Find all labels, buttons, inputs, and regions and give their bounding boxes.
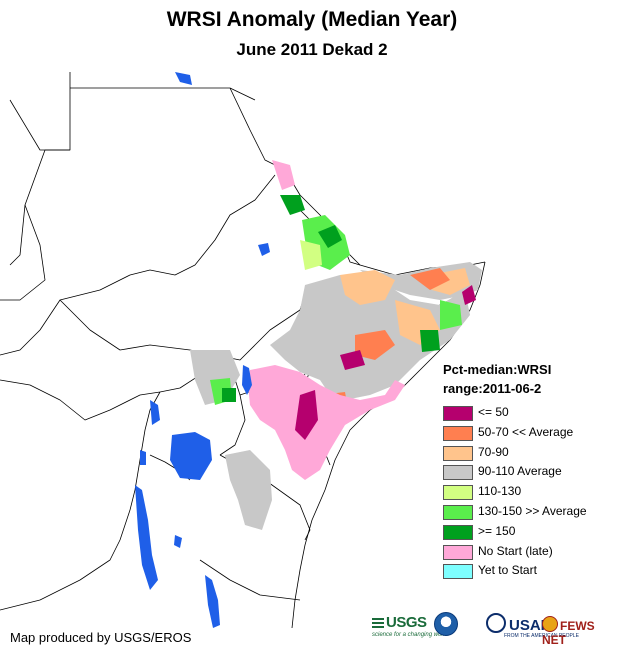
lake-tanganyika (135, 485, 158, 590)
lake-victoria (170, 432, 212, 480)
region-110-130-eritrea (300, 240, 322, 270)
legend-swatch (443, 485, 473, 501)
map-title: WRSI Anomaly (Median Year) (166, 8, 458, 31)
border-tanzania-mozambique (199, 559, 301, 601)
border-sudan-ethiopia (0, 174, 276, 356)
border-egypt-sudan-north (70, 87, 256, 101)
legend-title: Pct-median:WRSI (443, 362, 552, 377)
noaa-icon (434, 612, 458, 636)
region-le50-a (295, 390, 318, 440)
legend-label: 50-70 << Average (478, 424, 574, 439)
lake-malawi (205, 575, 220, 628)
region-ge150-uganda (222, 388, 236, 402)
border-chad-sudan (0, 204, 46, 301)
legend-swatch (443, 564, 473, 580)
fews-sun-icon (542, 616, 558, 632)
legend-label: 70-90 (478, 444, 509, 459)
region-70-90-north (340, 270, 395, 305)
region-ge150-ethiopia (318, 225, 342, 248)
lake-nasser (175, 72, 192, 85)
lake-rukwa (174, 535, 182, 548)
legend-swatch (443, 504, 473, 520)
border-libya-egypt (9, 72, 71, 151)
usgs-bars-icon (372, 616, 384, 628)
region-le50-c (462, 285, 476, 305)
usaid-seal-icon (486, 613, 506, 633)
region-ge150-somalia (420, 330, 440, 352)
wrsi-regions (190, 160, 482, 530)
lake-kivu (140, 450, 146, 465)
legend-swatch (443, 544, 473, 560)
region-50-70-b (355, 330, 395, 360)
legend-label: >= 150 (478, 523, 516, 538)
lake-tana (258, 243, 270, 256)
water-bodies (135, 72, 270, 628)
legend-label: Yet to Start (478, 563, 537, 578)
region-no-start (248, 365, 405, 480)
border-tanzania-zambia (0, 509, 131, 611)
border-car (0, 359, 216, 421)
logo-strip: USGS science for a changing world USAID … (372, 612, 620, 647)
map-subtitle: June 2011 Dekad 2 (236, 40, 388, 59)
region-50-70-a (410, 268, 450, 290)
usaid-tagline: FROM THE AMERICAN PEOPLE (504, 633, 579, 639)
usgs-logo: USGS (372, 614, 427, 631)
usgs-tagline: science for a changing world (372, 632, 449, 638)
legend-label: No Start (late) (478, 543, 553, 558)
legend-swatch (443, 425, 473, 441)
legend-label: <= 50 (478, 405, 509, 419)
lake-turkana (242, 365, 252, 395)
legend-swatch (443, 445, 473, 461)
map-credit: Map produced by USGS/EROS (10, 630, 192, 645)
lake-albert (150, 400, 160, 425)
region-no-start-eritrea (272, 160, 295, 190)
legend-swatch (443, 524, 473, 540)
legend-range: range:2011-06-2 (443, 381, 542, 396)
border-south-sudan (59, 294, 306, 361)
legend-swatch (443, 406, 473, 421)
map-canvas (0, 72, 486, 629)
legend-label: 110-130 (478, 484, 522, 499)
legend-label: 130-150 >> Average (478, 503, 587, 518)
fews-net-logo: FEWS NET (542, 616, 620, 647)
legend-label: 90-110 Average (478, 464, 562, 479)
legend-swatch (443, 465, 473, 481)
region-130-150-somalia (440, 300, 462, 330)
region-ge150-eritrea (280, 195, 305, 215)
region-average-kenya (225, 450, 272, 530)
region-le50-b (340, 350, 365, 370)
